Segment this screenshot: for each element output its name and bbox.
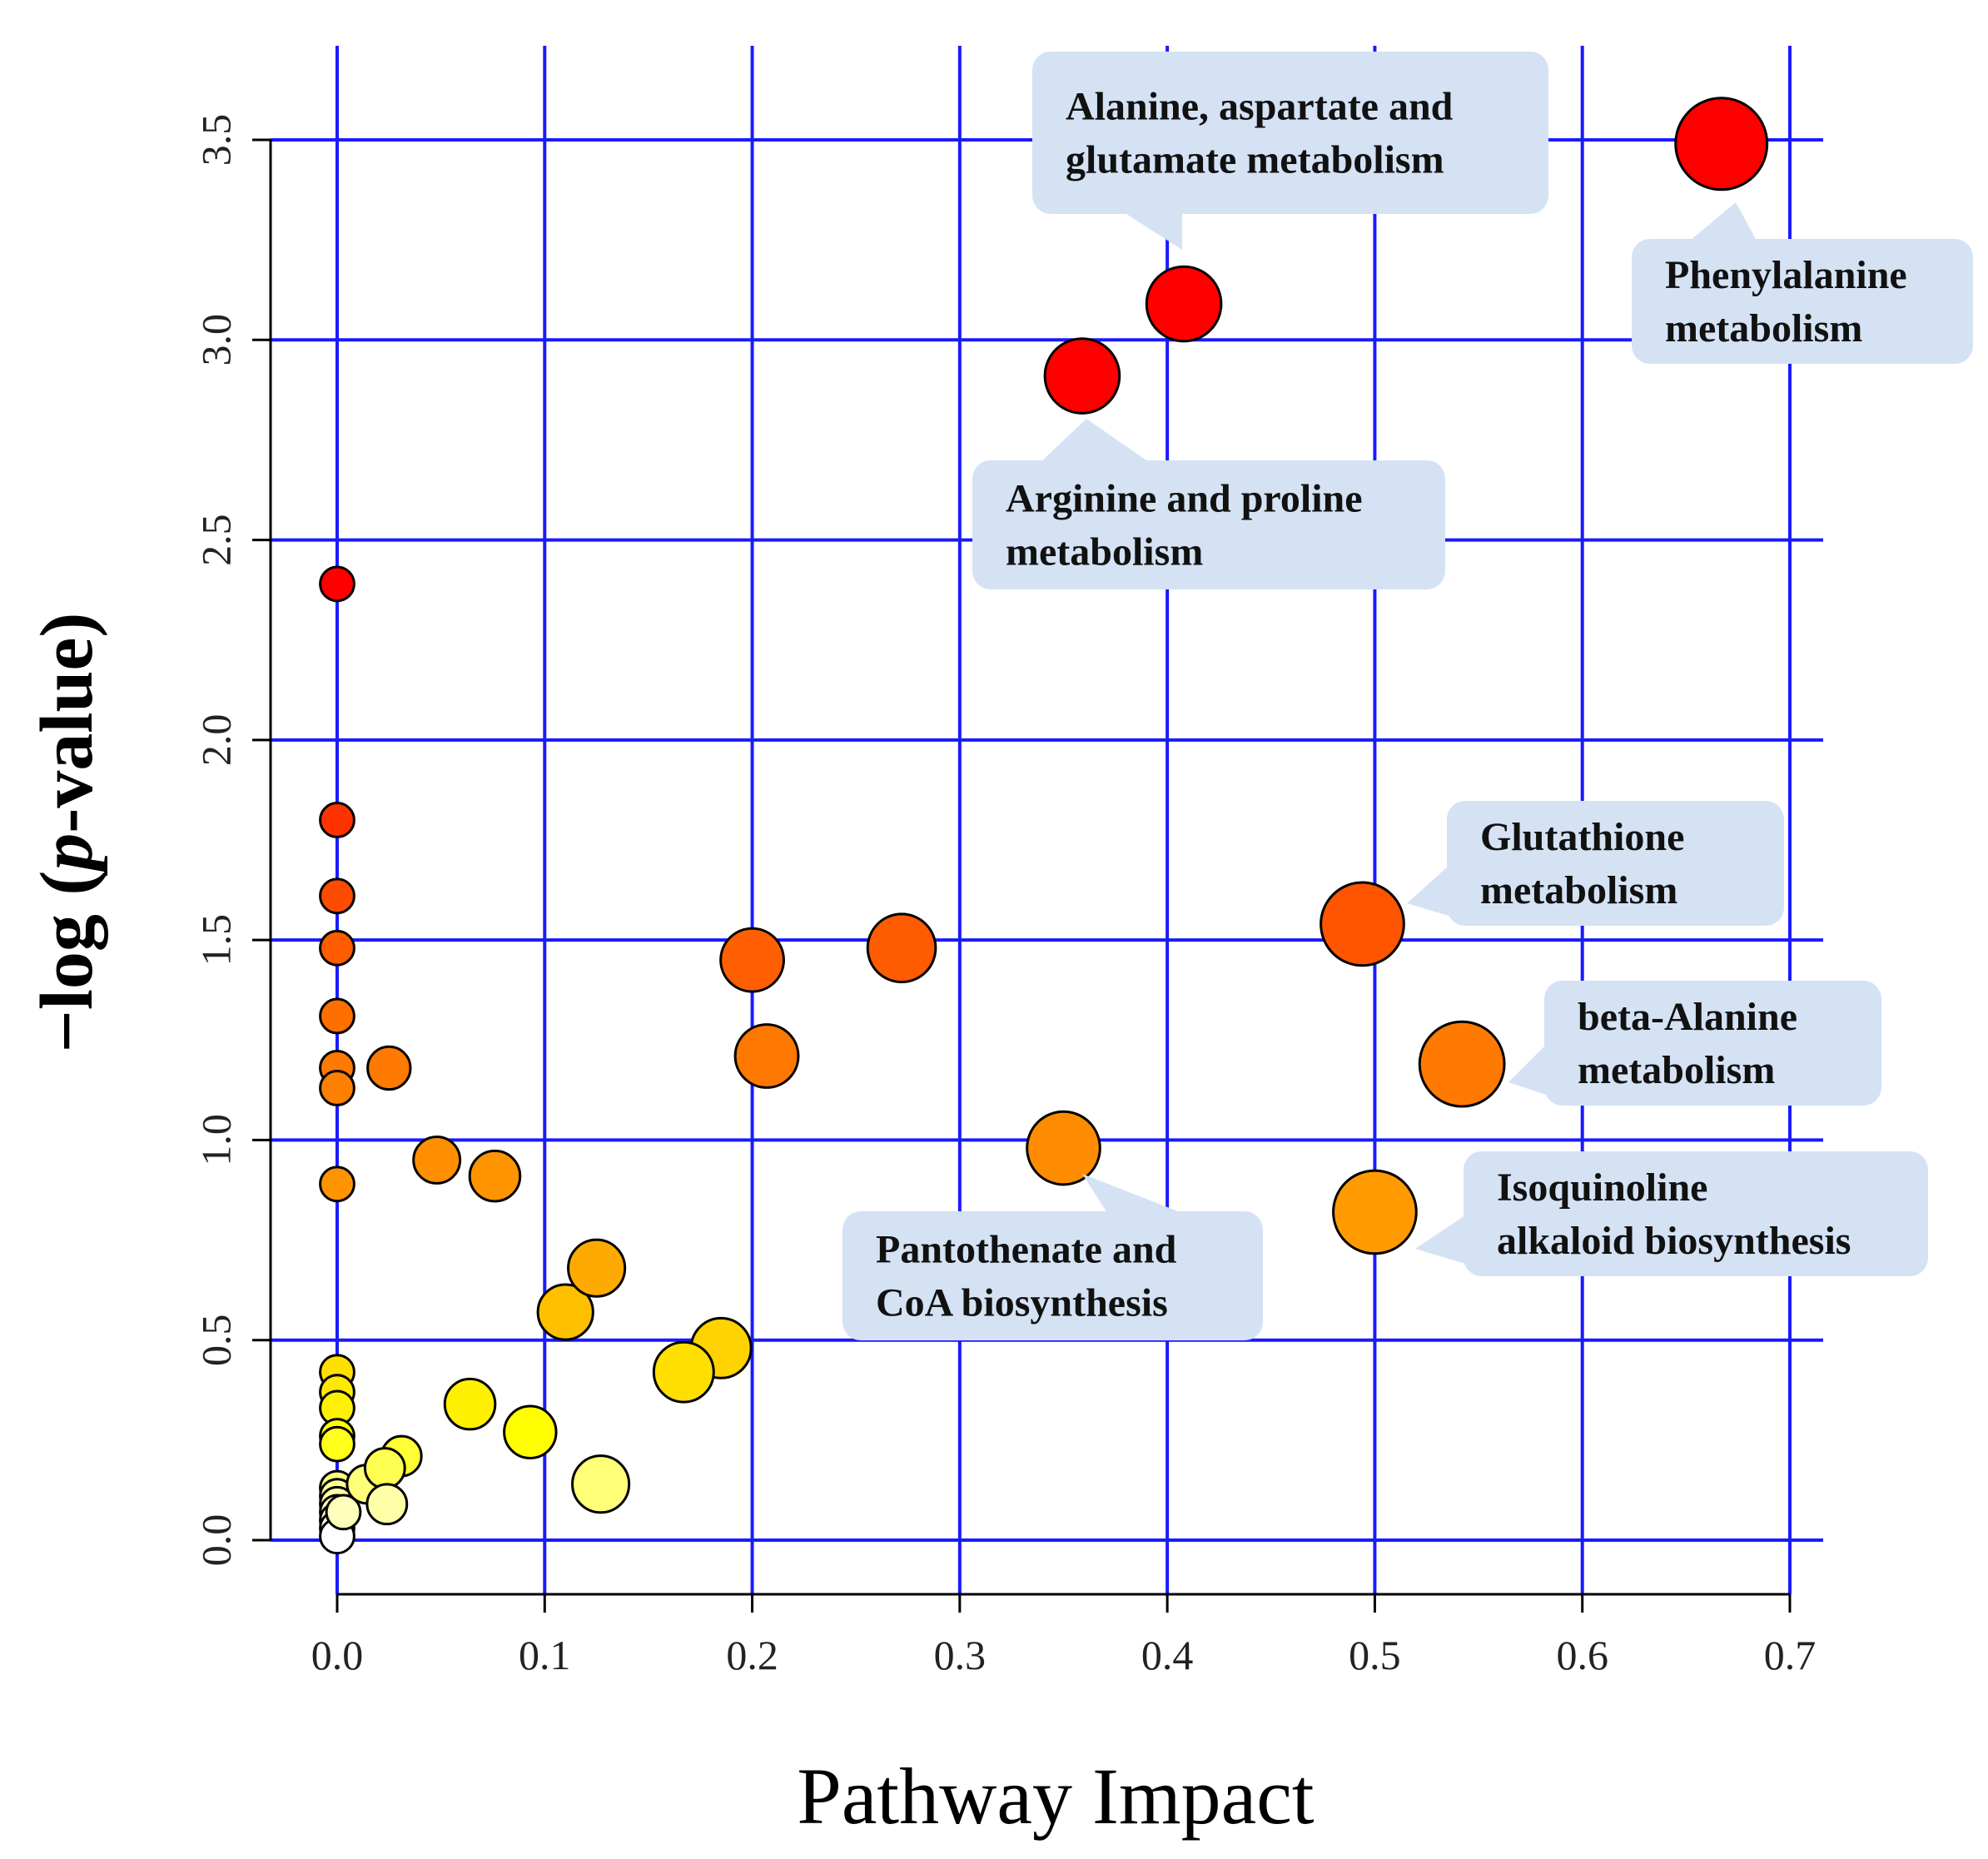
data-point <box>503 1404 558 1459</box>
data-point <box>319 877 355 915</box>
annotation-text: Phenylalanine <box>1665 253 1907 297</box>
data-point <box>468 1149 522 1203</box>
annotation-pointer <box>1041 419 1149 462</box>
data-point <box>319 929 355 967</box>
data-point <box>1026 1110 1101 1186</box>
annotation-pointer <box>1082 1174 1182 1213</box>
data-point <box>319 997 355 1035</box>
annotation-box <box>1464 1151 1928 1276</box>
annotations: Alanine, aspartate and glutamate metaboli… <box>842 52 1973 1340</box>
y-tick-label: 3.5 <box>192 114 239 167</box>
annotation-box <box>1032 52 1548 214</box>
y-axis-title-suffix: -value) <box>26 613 108 833</box>
data-points <box>319 97 1769 1555</box>
y-tick-label: 1.5 <box>192 914 239 967</box>
y-tick-label: 3.0 <box>192 314 239 366</box>
annotation-text: alkaloid biosynthesis <box>1497 1219 1851 1263</box>
data-point <box>719 927 785 993</box>
y-tick-label: 0.5 <box>192 1314 239 1366</box>
annotation-text: beta-Alanine <box>1578 995 1797 1039</box>
y-tick-label: 2.0 <box>192 714 239 767</box>
annotation-beta-alanine: beta-Alanine metabolism <box>1508 981 1881 1106</box>
annotation-pointer <box>1415 1215 1465 1264</box>
annotation-glutathione: Glutathione metabolism <box>1407 801 1784 926</box>
y-tick-label: 2.5 <box>192 514 239 566</box>
data-point <box>1320 881 1405 967</box>
data-point <box>652 1340 715 1404</box>
annotation-phenylalanine: Phenylalanine metabolism <box>1632 202 1973 364</box>
data-point <box>567 1238 627 1298</box>
annotation-pointer <box>1124 212 1182 250</box>
axes: 0.0 0.5 1.0 1.5 2.0 2.5 3.0 3.5 0.0 0.1 0.2 0.3 0.4 0… <box>192 114 1816 1678</box>
data-point <box>536 1283 594 1341</box>
annotation-text: metabolism <box>1480 868 1677 912</box>
data-point <box>319 1070 355 1106</box>
data-point <box>1043 337 1121 415</box>
annotation-arginine: Arginine and proline metabolism <box>972 419 1445 589</box>
y-tick-label: 0.0 <box>192 1514 239 1567</box>
annotation-text: CoA biosynthesis <box>876 1281 1168 1325</box>
data-point <box>366 1045 412 1091</box>
annotation-text: metabolism <box>1578 1048 1775 1092</box>
data-point <box>1332 1169 1418 1255</box>
data-point <box>363 1447 406 1489</box>
data-point <box>1418 1020 1506 1108</box>
y-axis-title-prefix: −log ( <box>26 871 108 1053</box>
data-point <box>412 1135 462 1185</box>
annotation-box <box>972 460 1445 589</box>
data-point <box>319 1425 355 1463</box>
annotation-text: Isoquinoline <box>1497 1166 1707 1210</box>
annotation-text: glutamate metabolism <box>1066 138 1444 182</box>
data-point <box>443 1377 497 1431</box>
annotation-isoquinoline: Isoquinoline alkaloid biosynthesis <box>1415 1151 1928 1276</box>
annotation-box <box>1632 239 1973 364</box>
annotation-text: Alanine, aspartate and <box>1066 85 1454 129</box>
annotation-text: Pantothenate and <box>876 1228 1177 1272</box>
x-tick-label: 0.4 <box>1141 1632 1194 1678</box>
data-point <box>866 912 937 984</box>
annotation-pointer <box>1690 202 1757 241</box>
data-point <box>571 1454 631 1514</box>
annotation-pantothenate: Pantothenate and CoA biosynthesis <box>842 1174 1263 1340</box>
data-point <box>319 1166 355 1203</box>
data-point <box>1145 265 1223 343</box>
annotation-text: metabolism <box>1665 306 1862 350</box>
x-tick-label: 0.2 <box>726 1632 778 1678</box>
annotation-box <box>842 1211 1263 1340</box>
annotation-pointer <box>1508 1045 1546 1095</box>
x-tick-label: 0.7 <box>1764 1632 1817 1678</box>
annotation-box <box>1447 801 1784 926</box>
data-point <box>325 1494 362 1531</box>
x-tick-label: 0.3 <box>934 1632 987 1678</box>
annotation-alanine: Alanine, aspartate and glutamate metaboli… <box>1032 52 1548 250</box>
y-tick-label: 1.0 <box>192 1114 239 1166</box>
annotation-box <box>1544 981 1881 1106</box>
annotation-pointer <box>1407 866 1449 916</box>
x-axis-title: Pathway Impact <box>797 1752 1314 1841</box>
x-tick-label: 0.0 <box>311 1632 364 1678</box>
data-point <box>1674 97 1769 191</box>
annotation-text: metabolism <box>1006 530 1203 574</box>
y-axis-title: −log (p-value) <box>26 613 108 1053</box>
y-axis-title-italic: p <box>26 833 108 877</box>
data-point <box>733 1023 800 1089</box>
x-tick-label: 0.5 <box>1349 1632 1401 1678</box>
x-tick-label: 0.6 <box>1556 1632 1608 1678</box>
data-point <box>365 1483 409 1526</box>
annotation-text: Glutathione <box>1480 815 1684 859</box>
data-point <box>319 802 355 838</box>
data-point <box>319 565 355 603</box>
x-tick-label: 0.1 <box>519 1632 571 1678</box>
annotation-text: Arginine and proline <box>1006 477 1363 521</box>
